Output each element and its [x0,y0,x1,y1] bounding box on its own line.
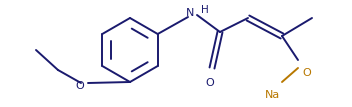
Text: N: N [186,8,194,18]
Text: O: O [206,78,214,88]
Text: O: O [302,68,311,78]
Text: O: O [75,81,84,91]
Text: Na: Na [264,90,279,100]
Text: H: H [201,5,209,15]
